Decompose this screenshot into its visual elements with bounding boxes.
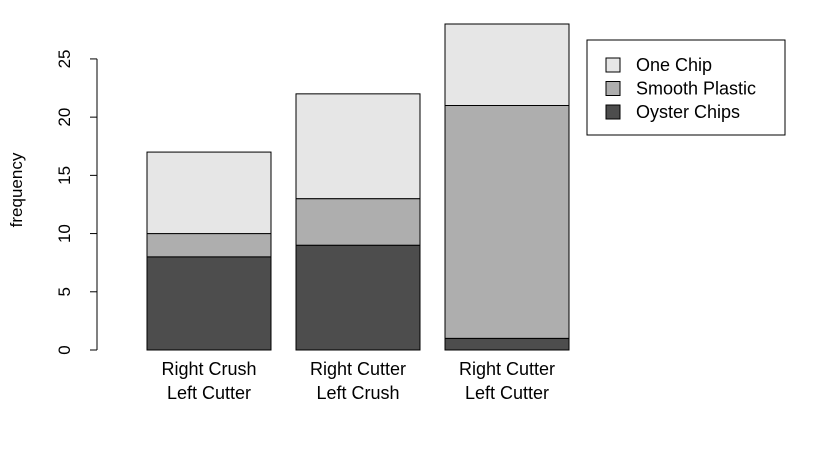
- bar-segment-oyster-chips: [146, 256, 272, 351]
- category-labels: Right Crush Left Cutter Right Cutter Left C…: [161, 359, 555, 403]
- category-label: Right Cutter: [310, 359, 406, 379]
- bar-segment-one-chip: [444, 23, 570, 106]
- legend-swatch: [605, 81, 621, 96]
- y-tick-label: 5: [55, 287, 74, 296]
- legend-swatch: [605, 57, 621, 73]
- bar-segment-smooth-plastic: [146, 233, 272, 258]
- y-axis-title: frequency: [7, 152, 26, 227]
- category-label: Left Cutter: [167, 383, 251, 403]
- bar-segment-oyster-chips: [295, 244, 421, 351]
- category-label: Left Crush: [316, 383, 399, 403]
- legend: One Chip Smooth Plastic Oyster Chips: [586, 39, 786, 136]
- y-tick-label: 20: [55, 108, 74, 127]
- y-tick-label: 0: [55, 345, 74, 354]
- category-label: Left Cutter: [465, 383, 549, 403]
- bar-segment-smooth-plastic: [295, 198, 421, 246]
- y-tick-label: 25: [55, 49, 74, 68]
- legend-label: Oyster Chips: [636, 102, 740, 122]
- bar-segment-oyster-chips: [444, 337, 570, 351]
- category-label: Right Crush: [161, 359, 256, 379]
- category-label: Right Cutter: [459, 359, 555, 379]
- bars: [146, 23, 570, 351]
- y-axis: 0 5 10 15 20 25: [55, 49, 98, 355]
- legend-swatch: [605, 104, 621, 120]
- y-tick-label: 10: [55, 224, 74, 243]
- bar-segment-smooth-plastic: [444, 105, 570, 339]
- legend-label: One Chip: [636, 55, 712, 75]
- y-tick-label: 15: [55, 166, 74, 185]
- legend-label: Smooth Plastic: [636, 79, 756, 99]
- bar-segment-one-chip: [295, 93, 421, 200]
- bar-segment-one-chip: [146, 151, 272, 235]
